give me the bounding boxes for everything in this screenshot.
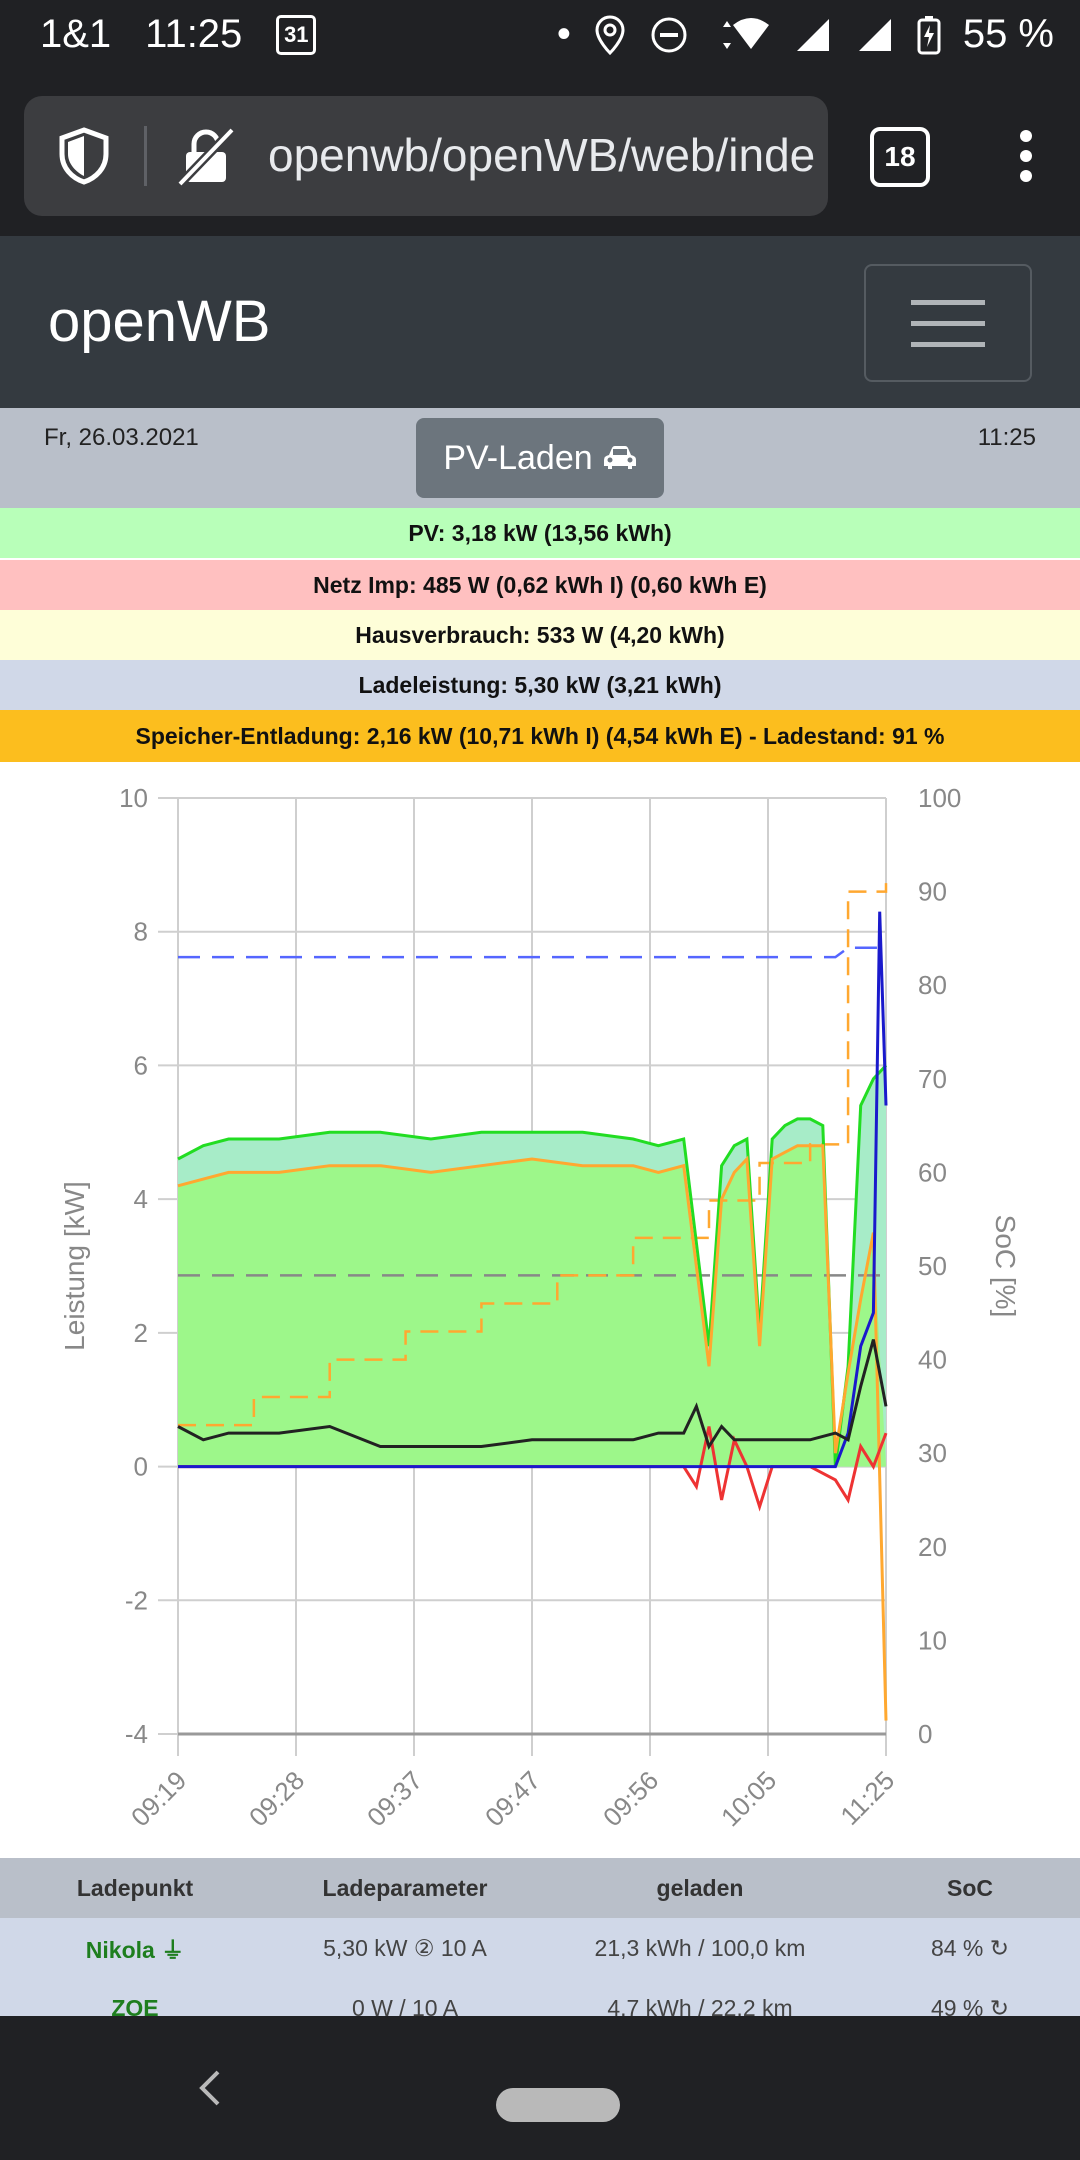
pv-area — [178, 1145, 886, 1467]
hamburger-menu-button[interactable] — [864, 264, 1032, 382]
signal-icon — [796, 18, 829, 51]
y-tick-label: 6 — [134, 1050, 148, 1080]
y-tick-label: -2 — [125, 1585, 148, 1615]
address-bar-divider — [144, 126, 147, 186]
battery-charging-icon — [917, 15, 941, 54]
chargepoint-params: 5,30 kW ② 10 A — [323, 1934, 487, 1961]
time-label: 11:25 — [977, 424, 1036, 451]
carrier-label: 1&1 — [40, 12, 112, 56]
table-row[interactable]: Nikola ⏚ 5,30 kW ② 10 A 21,3 kWh / 100,0… — [0, 1918, 1080, 1978]
app-navbar: openWB — [0, 236, 1080, 408]
house-consumption-summary: Hausverbrauch: 533 W (4,20 kWh) — [0, 610, 1080, 660]
y-tick-label: 2 — [134, 1318, 148, 1348]
date-label: Fr, 26.03.2021 — [44, 424, 199, 451]
calendar-icon: 31 — [276, 14, 317, 55]
brand-title[interactable]: openWB — [48, 289, 271, 354]
browser-menu-icon[interactable] — [1010, 124, 1042, 194]
chargepoint-table: Ladepunkt Ladeparameter geladen SoC Niko… — [0, 1858, 1080, 2016]
back-icon[interactable] — [196, 2068, 224, 2108]
x-tick-label: 09:56 — [597, 1765, 664, 1832]
signal-icon-2 — [858, 18, 891, 51]
chargepoint-soc: 49 % — [930, 1994, 984, 2017]
notification-dot-icon: • — [556, 12, 571, 56]
battery-percent: 55 % — [962, 12, 1054, 56]
y-tick-label: 4 — [134, 1184, 148, 1214]
x-tick-label: 09:19 — [125, 1765, 192, 1832]
chargepoint-charged: 21,3 kWh / 100,0 km — [594, 1934, 806, 1961]
power-chart[interactable]: 10 8 6 4 2 0 -2 -4 100 90 80 70 60 50 40 30 20 10 0 09:19 09… — [0, 762, 1080, 1858]
x-tick-label: 09:47 — [479, 1765, 546, 1832]
refresh-icon[interactable]: ↻ — [989, 1934, 1010, 1961]
y2-tick-label: 90 — [918, 877, 947, 907]
table-row[interactable]: ZOE 0 W / 10 A 4,7 kWh / 22,2 km 49 % ↻ — [0, 1978, 1080, 2016]
column-header-soc: SoC — [947, 1874, 993, 1901]
android-navigation-bar — [0, 2016, 1080, 2160]
table-header: Ladepunkt Ladeparameter geladen SoC — [0, 1858, 1080, 1918]
chargepoint-soc-cell: 49 % ↻ — [860, 1995, 1080, 2017]
x-tick-label: 09:37 — [361, 1765, 428, 1832]
address-bar[interactable]: openwb/openWB/web/inde — [24, 96, 828, 216]
series-line-hausverbrauch — [177, 1144, 888, 1721]
browser-toolbar: openwb/openWB/web/inde 18 — [0, 72, 1080, 236]
location-icon — [595, 14, 625, 55]
x-tick-label: 09:28 — [243, 1765, 310, 1832]
chargepoint-name: ZOE — [111, 1994, 159, 2017]
column-header-chargepoint: Ladepunkt — [76, 1874, 194, 1901]
shield-icon[interactable] — [54, 126, 114, 186]
pv-summary: PV: 3,18 kW (13,56 kWh) — [0, 508, 1080, 558]
y-axis-title: Leistung [kW] — [59, 1181, 90, 1351]
refresh-icon[interactable]: ↻ — [989, 1994, 1010, 2017]
charge-mode-label: PV-Laden — [443, 438, 593, 477]
y2-tick-label: 20 — [918, 1532, 947, 1562]
chargepoint-charged: 4,7 kWh / 22,2 km — [607, 1994, 793, 2017]
do-not-disturb-icon — [651, 17, 687, 52]
wifi-icon — [722, 17, 769, 49]
chargepoint-params: 0 W / 10 A — [351, 1994, 459, 2017]
y2-axis-title: SoC [%] — [990, 1215, 1021, 1318]
y2-tick-label: 80 — [918, 970, 947, 1000]
y2-tick-label: 30 — [918, 1438, 947, 1468]
column-header-parameters: Ladeparameter — [322, 1874, 488, 1901]
chargepoint-soc-cell: 84 % ↻ — [860, 1935, 1080, 1962]
grid-summary: Netz Imp: 485 W (0,62 kWh I) (0,60 kWh E… — [0, 560, 1080, 610]
soc-line-nikola — [178, 946, 886, 959]
chargepoint-name-cell: Nikola ⏚ — [0, 1931, 270, 1965]
y2-tick-label: 0 — [918, 1719, 932, 1749]
y2-tick-label: 100 — [918, 783, 961, 813]
y2-tick-label: 10 — [918, 1625, 947, 1655]
tab-switcher-button[interactable]: 18 — [870, 127, 930, 187]
y-tick-label: 8 — [134, 917, 148, 947]
x-tick-label: 11:25 — [834, 1765, 900, 1831]
column-header-charged: geladen — [656, 1874, 744, 1901]
x-tick-label: 10:05 — [715, 1765, 782, 1832]
charging-power-summary: Ladeleistung: 5,30 kW (3,21 kWh) — [0, 660, 1080, 710]
clock: 11:25 — [145, 12, 243, 56]
y2-tick-label: 70 — [918, 1064, 947, 1094]
y-tick-label: 10 — [119, 783, 148, 813]
status-bar: 1&1 11:25 31 • 55 % — [0, 0, 1080, 72]
car-icon — [603, 446, 636, 469]
home-pill-button[interactable] — [496, 2088, 620, 2122]
info-row: Fr, 26.03.2021 PV-Laden 11:25 — [0, 408, 1080, 508]
plug-icon: ⏚ — [161, 1937, 185, 1963]
y-tick-label: 0 — [134, 1452, 148, 1482]
chargepoint-soc: 84 % — [930, 1934, 984, 1961]
y2-tick-label: 40 — [918, 1345, 947, 1375]
battery-summary: Speicher-Entladung: 2,16 kW (10,71 kWh I… — [0, 710, 1080, 762]
charge-mode-button[interactable]: PV-Laden — [416, 418, 664, 498]
series-line-ladeleistung — [178, 911, 888, 1469]
series-line-speicher — [177, 1339, 888, 1451]
y-tick-label: -4 — [125, 1719, 148, 1749]
y2-tick-label: 60 — [918, 1157, 947, 1187]
insecure-lock-icon[interactable] — [174, 124, 238, 188]
url-text[interactable]: openwb/openWB/web/inde — [268, 129, 816, 181]
chargepoint-name: Nikola — [85, 1937, 155, 1963]
y2-tick-label: 50 — [918, 1251, 947, 1281]
